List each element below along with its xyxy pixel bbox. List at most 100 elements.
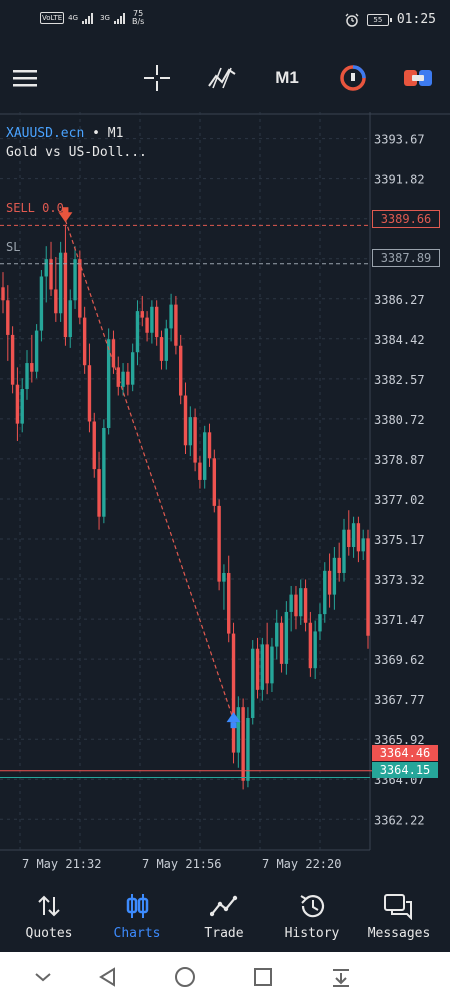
crosshair-button[interactable]: [142, 62, 172, 94]
candle-body: [30, 363, 34, 372]
speed-value: 75: [133, 9, 144, 18]
stop-loss-label[interactable]: SL: [6, 240, 21, 254]
recents-icon: [254, 968, 272, 986]
candle-body: [356, 523, 361, 552]
candle-body: [49, 259, 53, 290]
candle-body: [39, 276, 44, 331]
candle-body: [275, 622, 279, 647]
candle-body: [82, 317, 87, 366]
candle-body: [217, 505, 221, 582]
hide-keyboard-button[interactable]: [30, 964, 56, 990]
notification-pull-button[interactable]: [328, 964, 354, 990]
nav-history-label: History: [284, 926, 340, 941]
chart-toolbar: M1: [0, 44, 450, 112]
candle-body: [92, 421, 96, 470]
hide-keyboard-icon: [35, 973, 51, 982]
candle-body: [150, 306, 154, 333]
candle-body: [351, 523, 356, 548]
y-tick-label: 3362.22: [374, 813, 425, 827]
objects-button[interactable]: [338, 62, 368, 94]
bid-price-tag: 3364.46: [372, 745, 438, 761]
nav-history[interactable]: History: [269, 890, 355, 948]
candle-body: [236, 707, 241, 753]
candle-body: [140, 311, 144, 318]
menu-button[interactable]: [10, 62, 40, 94]
nav-messages[interactable]: Messages: [356, 890, 442, 948]
candle-body: [183, 395, 188, 446]
candle-body: [327, 570, 332, 595]
system-navigation-bar: [0, 952, 450, 1000]
hamburger-menu-icon: [13, 70, 37, 87]
symbol-separator: •: [84, 126, 108, 141]
battery-icon: 55: [366, 13, 392, 26]
candle-body: [111, 339, 116, 368]
network-speed: 75 B/s: [132, 10, 144, 26]
candle-body: [212, 458, 217, 506]
sell-price-tag: 3389.66: [372, 210, 440, 228]
charts-candles-icon: [126, 894, 149, 918]
crosshair-icon: [144, 65, 170, 91]
y-tick-label: 3384.42: [374, 333, 425, 347]
candle-body: [366, 538, 370, 636]
candle-body: [73, 259, 77, 301]
y-tick-label: 3382.57: [374, 373, 425, 387]
candle-body: [332, 557, 337, 595]
y-tick-label: 3386.27: [374, 293, 425, 307]
candle-body: [116, 367, 120, 387]
nav-charts-label: Charts: [113, 926, 161, 941]
signal-bars-icon: [113, 13, 125, 24]
x-tick-label: 7 May 21:32: [22, 857, 101, 871]
status-bar: VoLTE 4G 3G 75 B/s 55 01:25: [0, 0, 450, 44]
indicators-button[interactable]: [206, 62, 238, 94]
y-tick-label: 3367.77: [374, 693, 425, 707]
candle-body: [135, 311, 140, 353]
trade-connector-line: [64, 220, 235, 721]
symbol-name: XAUUSD.ecn: [6, 126, 85, 141]
buy-arrow-stem: [230, 722, 237, 729]
candle-body: [303, 588, 308, 623]
recents-button[interactable]: [250, 964, 276, 990]
candle-body: [193, 417, 197, 463]
candle-body: [279, 622, 284, 664]
candle-body: [337, 557, 341, 573]
candle-body: [294, 594, 298, 617]
nav-charts[interactable]: Charts: [94, 890, 180, 948]
chart-objects-icon: [340, 65, 366, 91]
sl-price-tag: 3387.89: [372, 249, 440, 267]
messages-chat-icon: [384, 894, 412, 920]
candle-body: [227, 572, 231, 634]
candle-body: [308, 622, 313, 669]
candle-body: [222, 572, 226, 582]
nav-quotes[interactable]: Quotes: [6, 890, 92, 948]
quotes-arrows-icon: [38, 895, 60, 917]
sell-arrow-icon: [58, 212, 73, 223]
candle-body: [255, 648, 260, 690]
candle-body: [342, 529, 346, 573]
nav-quotes-label: Quotes: [25, 926, 73, 941]
candle-body: [145, 317, 149, 333]
timeframe-button[interactable]: M1: [275, 68, 299, 87]
candle-body: [178, 345, 183, 396]
y-tick-label: 3391.82: [374, 173, 425, 187]
candle-body: [78, 259, 82, 318]
network-4g: 4G: [68, 14, 79, 22]
y-tick-label: 3371.47: [374, 613, 425, 627]
home-icon: [175, 967, 195, 987]
nav-trade[interactable]: Trade: [181, 890, 267, 948]
candle-body: [260, 644, 265, 690]
sell-order-label[interactable]: SELL 0.0: [6, 201, 64, 215]
candle-body: [207, 432, 212, 459]
back-button[interactable]: [95, 964, 121, 990]
one-click-trade-button[interactable]: [402, 62, 434, 94]
home-button[interactable]: [172, 964, 198, 990]
candle-body: [169, 304, 173, 329]
candle-body: [1, 287, 5, 301]
candle-body: [97, 469, 101, 517]
y-tick-label: 3377.02: [374, 493, 425, 507]
candle-body: [58, 252, 63, 314]
candle-body: [289, 594, 293, 612]
candle-body: [246, 717, 250, 781]
one-click-trade-icon: [404, 70, 432, 86]
candle-body: [188, 417, 193, 446]
x-tick-label: 7 May 22:20: [262, 857, 341, 871]
